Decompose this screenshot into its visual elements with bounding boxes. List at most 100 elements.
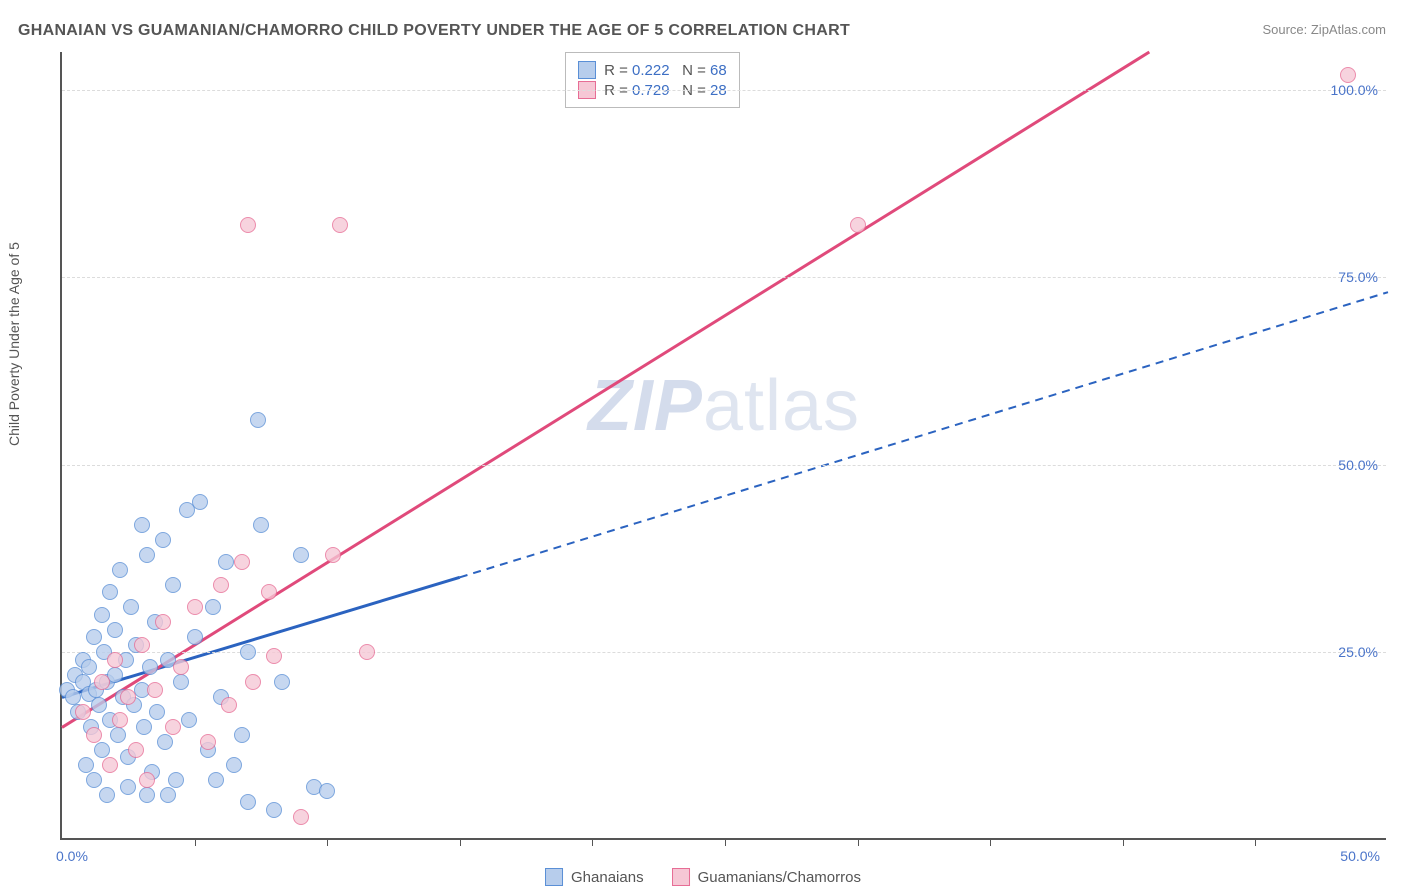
regression-lines-layer (62, 52, 1386, 838)
scatter-point-ghanaians (94, 607, 110, 623)
stats-row-ghanaians: R = 0.222 N = 68 (578, 61, 727, 79)
scatter-point-ghanaians (274, 674, 290, 690)
scatter-point-ghanaians (78, 757, 94, 773)
y-tick-label: 50.0% (1338, 457, 1378, 473)
x-tick (990, 838, 991, 846)
gridline-h (62, 652, 1386, 653)
scatter-point-guamanians (147, 682, 163, 698)
scatter-point-guamanians (165, 719, 181, 735)
scatter-point-ghanaians (149, 704, 165, 720)
scatter-point-ghanaians (102, 584, 118, 600)
scatter-point-ghanaians (240, 644, 256, 660)
y-axis-label: Child Poverty Under the Age of 5 (6, 242, 22, 446)
scatter-point-guamanians (200, 734, 216, 750)
scatter-point-guamanians (213, 577, 229, 593)
scatter-point-guamanians (134, 637, 150, 653)
legend: Ghanaians Guamanians/Chamorros (545, 868, 861, 886)
scatter-point-ghanaians (181, 712, 197, 728)
legend-swatch-ghanaians (545, 868, 563, 886)
scatter-point-guamanians (173, 659, 189, 675)
scatter-point-ghanaians (266, 802, 282, 818)
legend-swatch-guamanians (672, 868, 690, 886)
scatter-point-ghanaians (160, 787, 176, 803)
y-tick-label: 25.0% (1338, 644, 1378, 660)
scatter-point-guamanians (94, 674, 110, 690)
scatter-point-ghanaians (94, 742, 110, 758)
x-tick-0: 0.0% (56, 848, 88, 864)
scatter-point-guamanians (86, 727, 102, 743)
scatter-point-ghanaians (86, 629, 102, 645)
scatter-point-ghanaians (86, 772, 102, 788)
scatter-point-ghanaians (240, 794, 256, 810)
scatter-point-guamanians (359, 644, 375, 660)
scatter-point-guamanians (112, 712, 128, 728)
scatter-point-ghanaians (91, 697, 107, 713)
scatter-point-guamanians (240, 217, 256, 233)
x-tick-max: 50.0% (1340, 848, 1380, 864)
scatter-point-guamanians (293, 809, 309, 825)
scatter-point-guamanians (245, 674, 261, 690)
x-tick (327, 838, 328, 846)
plot-area: ZIPatlas R = 0.222 N = 68R = 0.729 N = 2… (60, 52, 1386, 840)
x-tick (725, 838, 726, 846)
legend-label: Guamanians/Chamorros (698, 869, 861, 886)
scatter-point-guamanians (266, 648, 282, 664)
scatter-point-ghanaians (157, 734, 173, 750)
y-tick-label: 75.0% (1338, 269, 1378, 285)
scatter-point-guamanians (221, 697, 237, 713)
scatter-point-ghanaians (173, 674, 189, 690)
scatter-point-ghanaians (226, 757, 242, 773)
scatter-point-ghanaians (205, 599, 221, 615)
scatter-point-guamanians (1340, 67, 1356, 83)
stats-text: R = 0.222 N = 68 (604, 62, 727, 79)
scatter-point-guamanians (107, 652, 123, 668)
scatter-point-ghanaians (134, 517, 150, 533)
gridline-h (62, 90, 1386, 91)
scatter-point-guamanians (234, 554, 250, 570)
scatter-point-guamanians (75, 704, 91, 720)
scatter-point-guamanians (102, 757, 118, 773)
scatter-point-ghanaians (218, 554, 234, 570)
scatter-point-ghanaians (136, 719, 152, 735)
gridline-h (62, 465, 1386, 466)
regression-solid-guamanians (62, 52, 1149, 727)
scatter-point-ghanaians (99, 787, 115, 803)
scatter-point-guamanians (332, 217, 348, 233)
scatter-point-guamanians (850, 217, 866, 233)
x-tick (592, 838, 593, 846)
scatter-point-ghanaians (319, 783, 335, 799)
legend-item-guamanians: Guamanians/Chamorros (672, 868, 861, 886)
scatter-point-ghanaians (120, 779, 136, 795)
scatter-point-ghanaians (165, 577, 181, 593)
scatter-point-guamanians (261, 584, 277, 600)
scatter-point-guamanians (187, 599, 203, 615)
scatter-point-guamanians (325, 547, 341, 563)
source-attribution: Source: ZipAtlas.com (1262, 22, 1386, 37)
regression-dashed-ghanaians (460, 292, 1388, 577)
x-tick (858, 838, 859, 846)
scatter-point-ghanaians (123, 599, 139, 615)
scatter-point-ghanaians (293, 547, 309, 563)
scatter-point-ghanaians (187, 629, 203, 645)
scatter-point-ghanaians (81, 659, 97, 675)
x-tick (460, 838, 461, 846)
x-tick (1123, 838, 1124, 846)
scatter-point-guamanians (128, 742, 144, 758)
scatter-point-ghanaians (168, 772, 184, 788)
legend-label: Ghanaians (571, 869, 644, 886)
stats-swatch-ghanaians (578, 61, 596, 79)
gridline-h (62, 277, 1386, 278)
scatter-point-ghanaians (139, 547, 155, 563)
x-tick (195, 838, 196, 846)
scatter-point-ghanaians (110, 727, 126, 743)
scatter-point-ghanaians (208, 772, 224, 788)
scatter-point-ghanaians (142, 659, 158, 675)
scatter-point-guamanians (139, 772, 155, 788)
scatter-point-ghanaians (65, 689, 81, 705)
scatter-point-ghanaians (112, 562, 128, 578)
scatter-point-ghanaians (155, 532, 171, 548)
chart-title: GHANAIAN VS GUAMANIAN/CHAMORRO CHILD POV… (18, 22, 850, 40)
scatter-point-ghanaians (139, 787, 155, 803)
legend-item-ghanaians: Ghanaians (545, 868, 644, 886)
scatter-point-ghanaians (192, 494, 208, 510)
